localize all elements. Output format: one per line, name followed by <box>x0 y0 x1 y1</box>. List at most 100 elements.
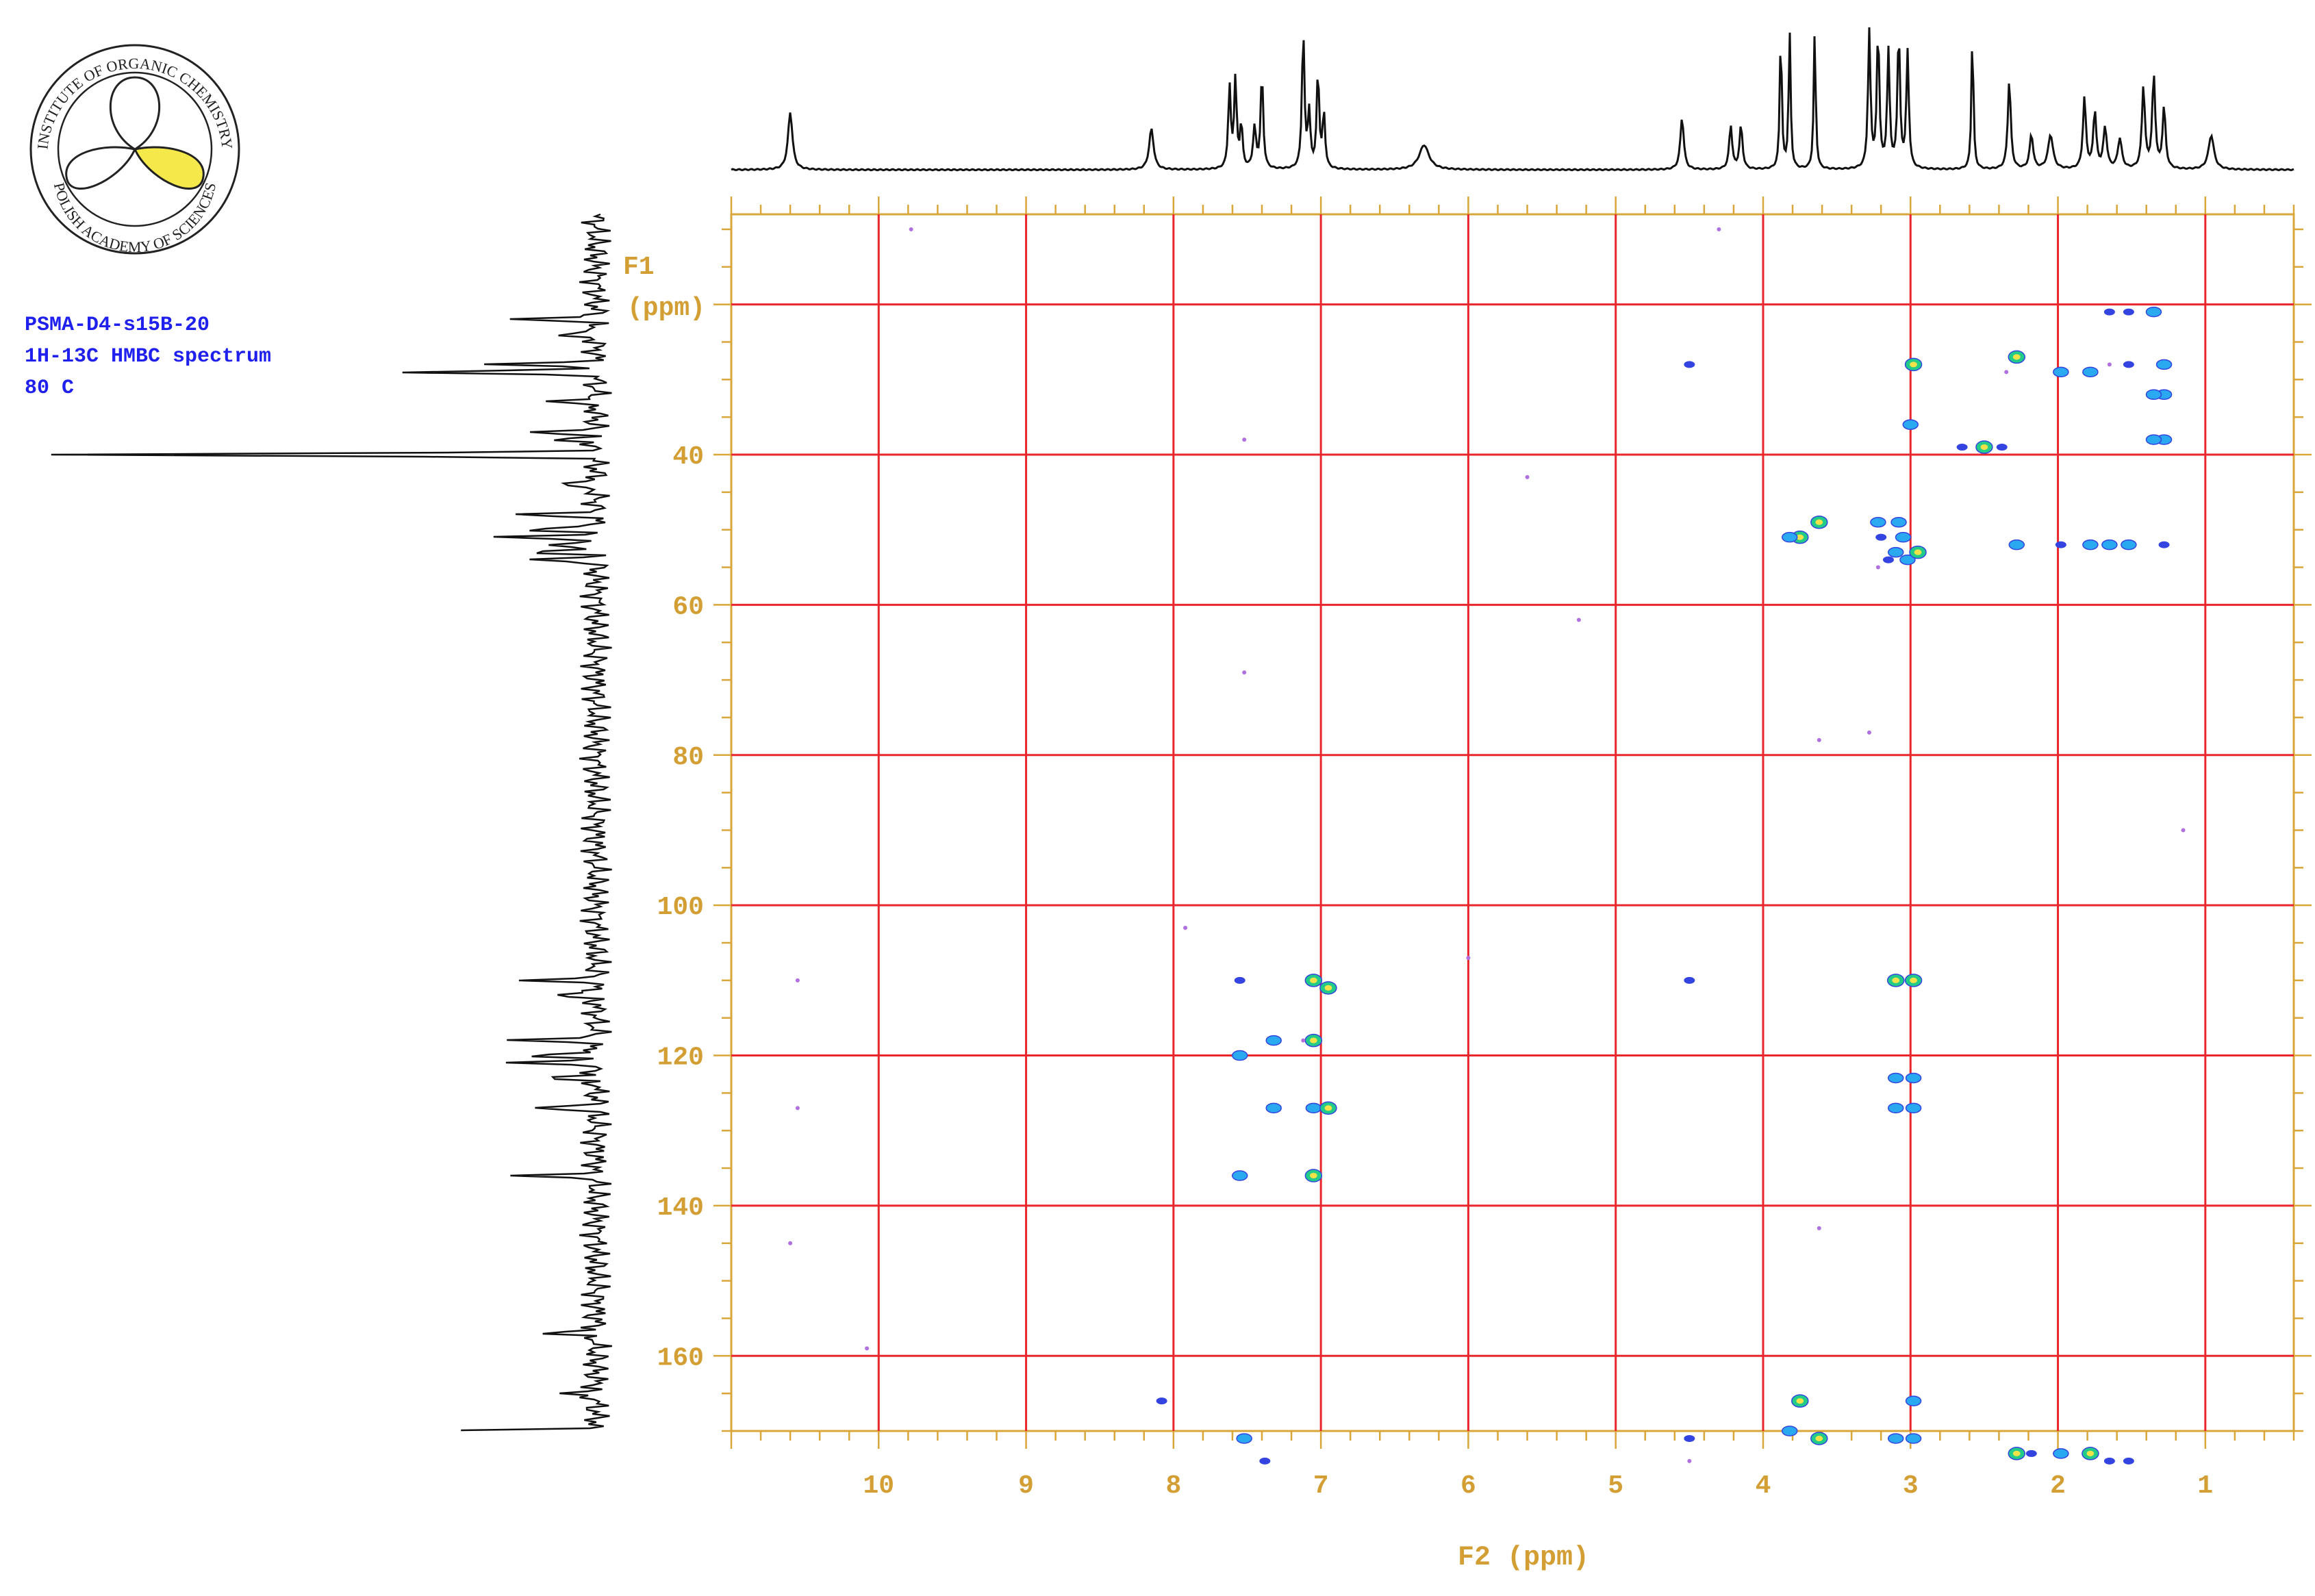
cross-peak-core <box>2086 1450 2095 1456</box>
proton-projection <box>731 27 2294 172</box>
cross-peak <box>1867 730 1871 735</box>
cross-peak-core <box>1309 1172 1317 1179</box>
logo-inner-ring <box>57 71 213 227</box>
x-tick-label: 8 <box>1165 1471 1181 1501</box>
cross-peak-core <box>1980 444 1988 451</box>
cross-peak <box>1817 1226 1821 1230</box>
y-tick-label: 120 <box>657 1043 704 1073</box>
grid-lines <box>731 214 2294 1431</box>
cross-peak <box>2103 1457 2115 1465</box>
cross-peak-core <box>1309 1037 1317 1043</box>
cross-peak-core <box>1815 519 1823 525</box>
cross-peak <box>1781 531 1798 543</box>
experiment-name: 1H-13C HMBC spectrum <box>25 345 271 368</box>
x-tick-label: 3 <box>1903 1471 1919 1501</box>
y-tick-label: 140 <box>657 1193 704 1223</box>
cross-peak <box>1301 1038 1306 1043</box>
cross-peak <box>1817 737 1821 742</box>
temperature-label: 80 C <box>25 377 74 400</box>
cross-peak <box>2181 828 2186 833</box>
cross-peak <box>2025 1449 2037 1457</box>
institute-logo: INSTITUTE OF ORGANIC CHEMISTRY POLISH AC… <box>29 44 240 255</box>
cross-peak <box>1890 516 1907 528</box>
x-axis-label: F2 (ppm) <box>1458 1543 1589 1573</box>
cross-peak <box>1899 554 1916 566</box>
cross-peak-core <box>1892 977 1900 983</box>
cross-peak <box>1242 670 1247 675</box>
cross-peak <box>2158 541 2170 548</box>
cross-peak-core <box>2012 1450 2021 1456</box>
cross-peak <box>1902 419 1919 430</box>
cross-peaks <box>788 227 2186 1465</box>
cross-peak <box>2008 539 2025 550</box>
cross-peak <box>909 227 913 231</box>
cross-peak <box>2101 539 2118 550</box>
carbon-projection <box>51 213 612 1432</box>
cross-peak <box>2145 389 2162 401</box>
cross-peak-core <box>1914 549 1922 555</box>
carbon-spectrum-trace <box>51 213 612 1432</box>
cross-peak-core <box>1910 362 1917 368</box>
cross-peak <box>1156 1397 1167 1405</box>
cross-peak <box>1905 1102 1922 1114</box>
x-tick-label: 1 <box>2197 1471 2213 1501</box>
cross-peak <box>1684 361 1695 368</box>
cross-peak <box>2145 434 2162 445</box>
cross-peak-core <box>1796 534 1804 540</box>
cross-peak <box>1265 1035 1282 1046</box>
cross-peak <box>1183 926 1188 930</box>
cross-peak <box>1234 976 1245 984</box>
logo-lobe-top <box>109 76 161 151</box>
cross-peak <box>795 978 800 983</box>
cross-peak-core <box>1796 1398 1804 1404</box>
x-tick-label: 9 <box>1018 1471 1034 1501</box>
x-tick-label: 7 <box>1313 1471 1329 1501</box>
cross-peak <box>1231 1050 1248 1061</box>
x-tick-label: 2 <box>2050 1471 2066 1501</box>
cross-peak <box>2145 306 2162 318</box>
logo-lobe-left <box>65 146 137 190</box>
cross-peak <box>2004 370 2009 375</box>
cross-peak <box>1466 955 1471 960</box>
cross-peak <box>2055 541 2066 548</box>
logo-outer-ring <box>29 44 240 255</box>
cross-peak <box>1905 1072 1922 1084</box>
cross-peak <box>1905 1395 1922 1406</box>
cross-peak-core <box>1324 1105 1332 1111</box>
cross-peak-core <box>1324 985 1332 991</box>
cross-peak <box>1996 444 2008 451</box>
plot-frame <box>730 213 2295 1432</box>
plot-area <box>730 213 2295 1432</box>
x-tick-label: 5 <box>1608 1471 1623 1501</box>
cross-peak <box>1684 1434 1695 1442</box>
y-tick-label: 160 <box>657 1343 704 1373</box>
cross-peak <box>1684 976 1695 984</box>
cross-peak <box>1956 444 1968 451</box>
cross-peak <box>1231 1170 1248 1181</box>
cross-peak <box>1887 546 1904 558</box>
cross-peak <box>1265 1102 1282 1114</box>
y-axis-label-line2: (ppm) <box>627 294 705 323</box>
logo-bottom-text: POLISH ACADEMY OF SCIENCES <box>51 181 219 255</box>
cross-peak <box>1525 474 1530 479</box>
cross-peak <box>1882 556 1894 563</box>
cross-peak <box>2082 539 2099 550</box>
cross-peak-core <box>1910 977 1917 983</box>
x-tick-label: 4 <box>1756 1471 1771 1501</box>
x-tick-label: 10 <box>863 1471 894 1501</box>
cross-peak <box>2053 1448 2069 1459</box>
cross-peak <box>1905 1433 1922 1444</box>
x-tick-label: 6 <box>1460 1471 1476 1501</box>
cross-peak <box>1259 1457 1271 1465</box>
cross-peak <box>1887 1102 1904 1114</box>
cross-peak <box>1242 438 1247 442</box>
y-tick-label: 60 <box>672 592 704 622</box>
cross-peak <box>1887 1433 1904 1444</box>
cross-peak <box>788 1241 793 1245</box>
cross-peak <box>1687 1458 1692 1463</box>
cross-peak <box>1236 1433 1252 1444</box>
cross-peak <box>1781 1426 1798 1436</box>
cross-peak <box>1717 227 1721 231</box>
